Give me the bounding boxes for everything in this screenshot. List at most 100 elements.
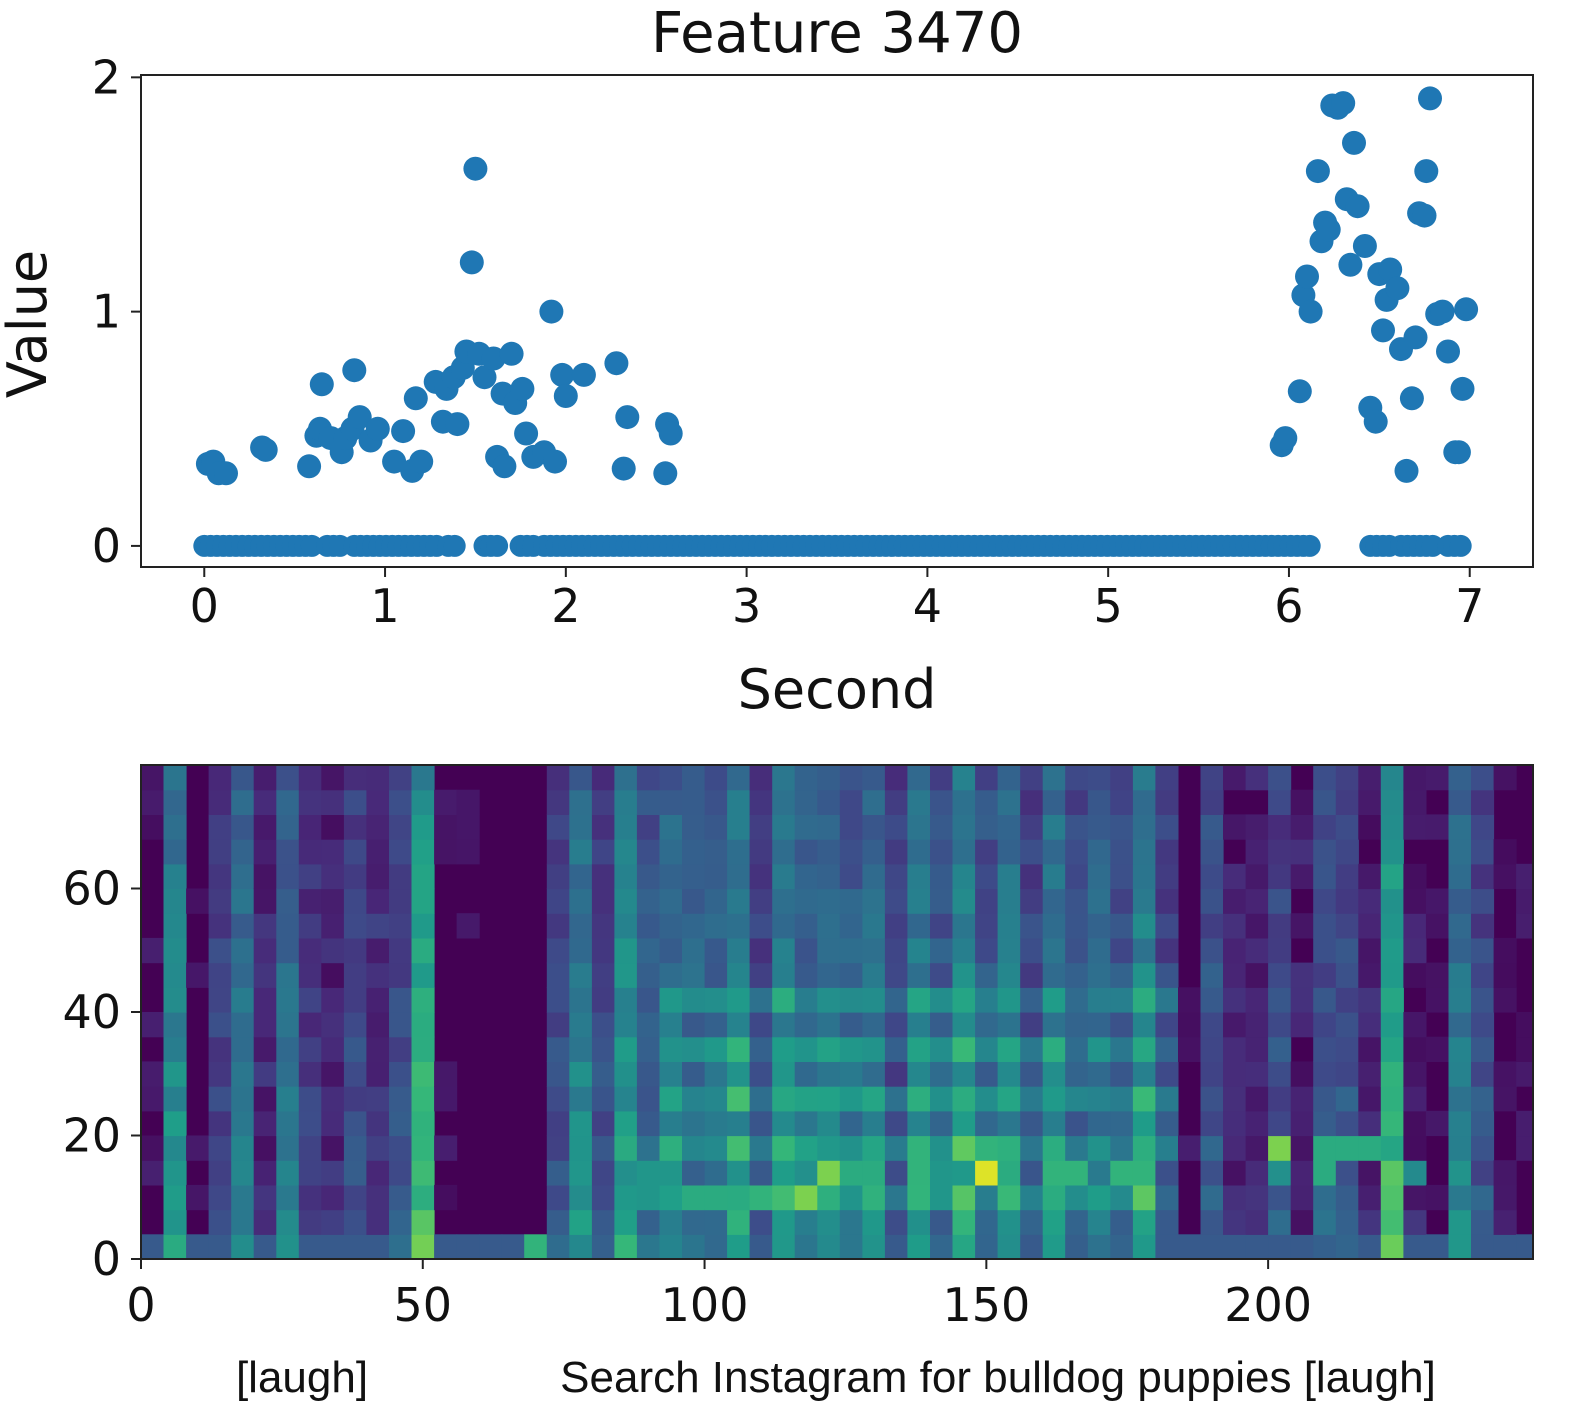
heatmap-cell (727, 888, 751, 914)
heatmap-cell (907, 1234, 931, 1259)
heatmap-cell (1065, 987, 1089, 1013)
data-point (1316, 217, 1341, 242)
heatmap-cell (997, 1086, 1021, 1112)
heatmap-cell (253, 1061, 277, 1087)
heatmap-cell (343, 814, 367, 840)
heatmap-cell (546, 1160, 570, 1186)
heatmap-cell (276, 1184, 300, 1211)
heatmap-cell (1493, 1160, 1517, 1186)
heatmap-cell (343, 1209, 367, 1235)
heatmap-cell (862, 863, 886, 890)
heatmap-cell (614, 962, 638, 988)
data-point (499, 341, 524, 366)
heatmap-cell (231, 913, 255, 939)
heatmap-cell (343, 863, 367, 890)
heatmap-cell (1313, 839, 1337, 865)
heatmap-cell (343, 1061, 367, 1087)
heatmap-cell (1155, 1234, 1179, 1259)
heatmap-cell (817, 888, 841, 914)
heatmap-cell (1335, 1135, 1359, 1161)
heatmap-cell (1132, 1012, 1156, 1038)
heatmap-cell (1313, 888, 1337, 914)
heatmap-cell (952, 1110, 976, 1137)
heatmap-cell (794, 789, 818, 815)
heatmap-x-tick-label: 50 (394, 1278, 453, 1332)
heatmap-cell (208, 814, 232, 840)
heatmap-cell (1042, 1110, 1066, 1137)
heatmap-x-tick-label: 150 (942, 1278, 1030, 1332)
heatmap-cell (1020, 1110, 1044, 1137)
heatmap-cell (794, 863, 818, 890)
data-point (1371, 318, 1395, 343)
heatmap-cell (1200, 1160, 1224, 1186)
data-point (1295, 264, 1319, 289)
heatmap-cell (704, 789, 728, 815)
heatmap-cell (1313, 1135, 1337, 1161)
heatmap-cell (659, 913, 683, 939)
heatmap-cell (772, 1135, 796, 1161)
heatmap-cell (208, 1135, 232, 1161)
heatmap-cell (682, 1036, 706, 1062)
heatmap-cell (231, 1209, 255, 1235)
heatmap-cell (1200, 814, 1224, 840)
heatmap-cell (434, 1135, 458, 1161)
heatmap-cell (907, 1209, 931, 1235)
heatmap-cell (276, 888, 300, 914)
heatmap-cell (1132, 1135, 1156, 1161)
heatmap-cell (614, 1160, 638, 1186)
heatmap-cell (1380, 1036, 1404, 1062)
heatmap-cell (727, 765, 751, 791)
x-axis-ticks: 0 1 2 3 4 5 6 7 (190, 567, 1484, 633)
heatmap-cell (997, 1184, 1021, 1211)
heatmap-cell (1448, 1110, 1472, 1137)
heatmap-cell (208, 1184, 232, 1211)
heatmap-cell (479, 1234, 503, 1259)
heatmap-cell (727, 937, 751, 964)
heatmap-cell (614, 987, 638, 1013)
heatmap-cell (727, 1209, 751, 1235)
heatmap-cell (1493, 1209, 1517, 1235)
heatmap-cell (862, 1160, 886, 1186)
x-tick-label: 5 (1094, 579, 1123, 633)
heatmap-cell (231, 765, 255, 791)
heatmap-cell (659, 1110, 683, 1137)
heatmap-cell (1403, 1061, 1427, 1087)
heatmap-cell (366, 814, 390, 840)
heatmap-cell (839, 1184, 863, 1211)
heatmap-cell (1110, 1135, 1134, 1161)
heatmap-cell (997, 888, 1021, 914)
heatmap-cell (704, 1110, 728, 1137)
data-point (1450, 376, 1475, 401)
heatmap-cell (614, 888, 638, 914)
heatmap-cell (1448, 814, 1472, 840)
heatmap-cell (389, 987, 413, 1013)
heatmap-cell (1335, 1209, 1359, 1235)
heatmap-cell (366, 913, 390, 939)
heatmap-cell (1087, 1135, 1111, 1161)
heatmap-cell (997, 1061, 1021, 1087)
heatmap-cell (952, 863, 976, 890)
heatmap-cell (1335, 1061, 1359, 1087)
heatmap-cell (591, 814, 615, 840)
heatmap-cell (1132, 1086, 1156, 1112)
heatmap-cell (975, 1110, 999, 1137)
heatmap-cell (817, 1110, 841, 1137)
heatmap-cell (569, 1036, 593, 1062)
heatmap-cell (884, 1234, 908, 1259)
heatmap-cell (1290, 814, 1314, 840)
heatmap-cell (1471, 1110, 1495, 1137)
heatmap-cell (1178, 1012, 1202, 1038)
heatmap-cell (321, 913, 345, 939)
heatmap-cell (907, 1061, 931, 1087)
heatmap-cell (208, 1036, 232, 1062)
heatmap-cell (749, 789, 773, 815)
data-point (472, 365, 497, 390)
heatmap-cell (975, 1184, 999, 1211)
heatmap-cell (411, 765, 435, 791)
heatmap-cell (907, 913, 931, 939)
heatmap-cell (591, 1110, 615, 1137)
heatmap-cell (343, 789, 367, 815)
heatmap-cell (1425, 888, 1449, 914)
x-tick-label: 0 (190, 579, 219, 633)
data-point (347, 405, 372, 430)
